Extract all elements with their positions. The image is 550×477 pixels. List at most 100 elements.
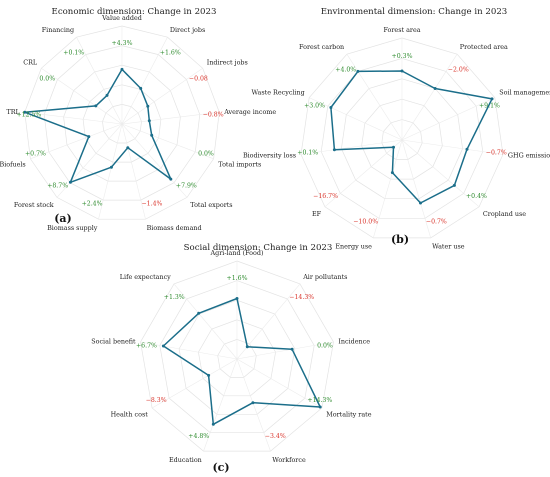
axis-spoke bbox=[151, 358, 238, 409]
axis-spoke bbox=[121, 123, 146, 220]
value-label: +9.1% bbox=[479, 102, 500, 109]
grid-ring bbox=[140, 260, 334, 452]
grid-ring bbox=[102, 104, 142, 144]
data-point bbox=[146, 104, 150, 108]
axis-spoke bbox=[401, 139, 431, 238]
grid-ring bbox=[300, 37, 504, 239]
data-point bbox=[235, 297, 239, 300]
value-label: +4.0% bbox=[335, 66, 356, 73]
axis-label: Biomass supply bbox=[47, 224, 98, 232]
axis-label: Workforce bbox=[272, 456, 306, 464]
radar-chart-2: Environmental dimension: Change in 2023 F… bbox=[243, 7, 550, 251]
value-label: +1.3% bbox=[164, 294, 185, 301]
value-label: +4.8% bbox=[188, 433, 209, 440]
value-label: +0.7% bbox=[25, 150, 46, 157]
data-point bbox=[419, 201, 422, 205]
axis-spoke bbox=[30, 123, 123, 160]
data-point bbox=[245, 345, 249, 349]
data-point bbox=[290, 347, 294, 351]
data-point bbox=[87, 135, 91, 139]
value-label: −10.0% bbox=[353, 219, 378, 226]
data-point bbox=[126, 146, 130, 150]
data-point bbox=[120, 67, 124, 71]
axis-spoke bbox=[41, 68, 123, 125]
axis-label: Protected area bbox=[460, 43, 508, 51]
data-point bbox=[23, 110, 27, 114]
axis-spoke bbox=[121, 123, 214, 160]
value-label: +1.6% bbox=[227, 275, 248, 282]
data-point bbox=[251, 401, 255, 405]
grid-ring bbox=[361, 98, 443, 180]
value-label: +1.6% bbox=[160, 50, 181, 57]
axis-label: Air pollutants bbox=[302, 273, 347, 281]
grid-ring bbox=[320, 58, 484, 219]
axis-label: Life expectancy bbox=[120, 273, 171, 281]
axis-label: Biofuels bbox=[0, 161, 26, 169]
panel-tag: (a) bbox=[54, 212, 72, 225]
data-point bbox=[452, 183, 456, 187]
chart-title: Social dimension: Change in 2023 bbox=[184, 243, 333, 253]
axis-label: Energy use bbox=[335, 243, 372, 251]
axis-label: Forest area bbox=[383, 26, 420, 34]
data-point bbox=[356, 69, 360, 73]
value-label: +4.3% bbox=[112, 40, 133, 47]
axis-spoke bbox=[121, 123, 188, 198]
axis-label: Social benefit bbox=[91, 338, 136, 346]
value-label: 0.0% bbox=[39, 75, 55, 82]
axis-spoke bbox=[236, 358, 323, 409]
value-label: +3.0% bbox=[304, 102, 325, 109]
value-label: +6.7% bbox=[136, 342, 157, 349]
axis-label: Cropland use bbox=[483, 210, 526, 218]
axis-label: Biomass demand bbox=[147, 224, 202, 232]
data-point bbox=[147, 119, 151, 123]
axis-spoke bbox=[121, 37, 168, 125]
axis-spoke bbox=[236, 341, 334, 360]
axis-label: Forest stock bbox=[14, 201, 54, 209]
axis-spoke bbox=[24, 111, 123, 125]
data-point bbox=[169, 177, 173, 181]
value-label: −3.4% bbox=[265, 433, 286, 440]
data-point bbox=[211, 422, 215, 426]
chart-title: Economic dimension: Change in 2023 bbox=[52, 7, 217, 17]
axis-spoke bbox=[121, 68, 203, 125]
axis-label: TRL bbox=[6, 108, 20, 116]
grid-ring bbox=[63, 64, 181, 182]
data-point bbox=[109, 165, 113, 169]
data-point bbox=[318, 405, 322, 409]
data-point bbox=[400, 69, 404, 73]
axis-spoke bbox=[56, 123, 123, 198]
axis-label: Average income bbox=[223, 108, 276, 116]
axis-label: Water use bbox=[432, 243, 465, 251]
value-label: +0.4% bbox=[466, 193, 487, 200]
data-point bbox=[465, 147, 469, 151]
axis-spoke bbox=[346, 54, 403, 141]
value-label: +7.9% bbox=[176, 182, 197, 189]
axis-spoke bbox=[140, 341, 238, 360]
value-label: −8.3% bbox=[146, 397, 167, 404]
grid-ring bbox=[381, 119, 423, 160]
axis-label: Soil management bbox=[499, 89, 550, 97]
grid-ring bbox=[217, 339, 257, 378]
grid-ring bbox=[178, 299, 296, 415]
series-line bbox=[330, 70, 493, 204]
grid-ring bbox=[82, 84, 162, 163]
data-point bbox=[105, 93, 109, 97]
axis-spoke bbox=[203, 358, 238, 452]
grid-ring bbox=[341, 78, 463, 200]
data-point bbox=[139, 86, 143, 90]
value-label: −0.7% bbox=[426, 219, 447, 226]
data-point bbox=[332, 148, 336, 152]
value-label: −2.0% bbox=[448, 66, 469, 73]
axis-spoke bbox=[173, 283, 238, 360]
grid-ring bbox=[198, 319, 276, 397]
value-label: 0.0% bbox=[317, 342, 333, 349]
axis-label: EF bbox=[312, 210, 322, 218]
series-line bbox=[162, 297, 321, 426]
axis-spoke bbox=[401, 139, 480, 208]
value-label: −1.4% bbox=[142, 201, 163, 208]
value-label: −16.7% bbox=[313, 193, 338, 200]
axis-spoke bbox=[324, 139, 403, 208]
axis-spoke bbox=[401, 54, 458, 141]
axis-spoke bbox=[121, 111, 220, 125]
series-line bbox=[23, 68, 172, 184]
